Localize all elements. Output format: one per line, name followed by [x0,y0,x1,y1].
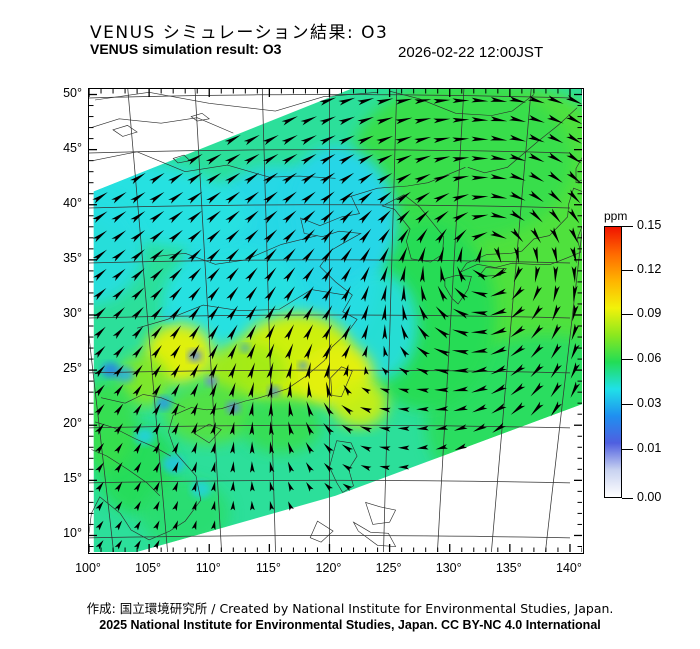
colorbar-tick [622,498,633,499]
lon-tick-label: 100° [75,561,101,575]
credit-line-2: 2025 National Institute for Environmenta… [99,618,601,632]
lon-tick-label: 140° [556,561,582,575]
colorbar-gradient [604,226,622,498]
colorbar-tick [622,226,633,227]
lon-tick-label: 130° [435,561,462,575]
lat-tick-label: 15° [63,471,82,486]
lon-tick-label: 120° [315,561,342,575]
lat-tick-label: 25° [63,361,82,376]
colorbar-tick-label: 0.09 [637,306,662,321]
lon-tick-label: 135° [495,561,522,575]
colorbar-tick-label: 0.06 [637,351,662,366]
lon-tick-label: 115° [255,561,281,575]
colorbar-tick [622,449,633,451]
title-english: VENUS simulation result: O3 [90,41,282,57]
colorbar-tick [622,359,633,361]
lat-tick-label: 10° [63,526,82,541]
map-plot-area [88,88,584,554]
colorbar-tick-label: 0.15 [637,218,662,232]
lat-tick-label: 20° [63,416,82,431]
colorbar-tick-label: 0.00 [637,490,662,504]
lat-tick-label: 35° [63,250,82,265]
colorbar [604,226,622,498]
title-japanese: VENUS シミュレーション結果: O3 [90,23,389,43]
colorbar-unit-label: ppm [604,209,628,223]
lon-tick-label: 105° [135,561,162,575]
colorbar-tick-label: 0.03 [637,396,662,411]
lat-tick-label: 45° [63,140,82,155]
colorbar-tick [622,404,633,406]
colorbar-tick-label: 0.12 [637,261,662,276]
datestamp: 2026-02-22 12:00JST [398,44,544,61]
lon-tick-label: 125° [375,561,402,575]
colorbar-tick [622,314,633,316]
colorbar-tick-label: 0.01 [637,441,662,456]
lat-tick-label: 50° [63,85,82,100]
lat-tick-label: 30° [63,305,82,320]
credit-line-1: 作成: 国立環境研究所 / Created by National Instit… [86,601,614,616]
colorbar-tick [622,269,633,271]
lat-tick-label: 40° [63,195,82,210]
map-canvas [89,89,582,552]
lon-tick-label: 110° [195,561,221,575]
